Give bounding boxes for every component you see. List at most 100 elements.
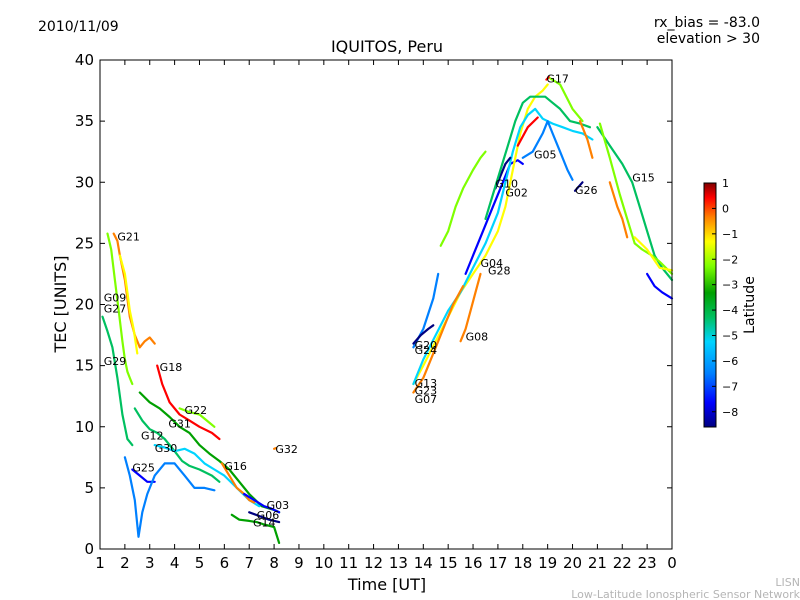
series-line-g03	[243, 492, 281, 514]
series-label: G30	[155, 442, 178, 455]
colorbar-tick-label: −5	[722, 330, 738, 343]
footer-network: Low-Latitude Ionospheric Sensor Network	[571, 588, 800, 600]
colorbar-tick-label: 1	[722, 177, 729, 190]
y-tick-label: 5	[84, 479, 94, 497]
series-label: G04	[481, 257, 504, 270]
series-line-g18	[156, 364, 221, 441]
x-tick-label: 20	[563, 554, 582, 572]
x-tick-label: 17	[488, 554, 507, 572]
series-label: G22	[185, 404, 208, 417]
date-label: 2010/11/09	[38, 19, 119, 35]
colorbar: 1 0 −1 −2 −3 −4 −5 −6 −7 −8 Latitude	[703, 177, 758, 428]
bias-label: rx_bias = -83.0	[654, 15, 760, 31]
series-line-g32	[273, 447, 278, 450]
y-tick-label: 35	[75, 112, 94, 130]
colorbar-tick-label: 0	[722, 202, 729, 215]
series-label: G05	[534, 148, 557, 161]
series-line-g22	[178, 407, 216, 428]
series-line-g29	[101, 315, 134, 447]
series-label: G12	[141, 430, 164, 443]
series-line-g15e	[645, 272, 674, 300]
series-label: G21	[117, 230, 140, 243]
x-tick-label: 10	[314, 554, 333, 572]
series-line-g18b	[516, 116, 539, 147]
series-label: G16	[224, 460, 247, 473]
series-label: G02	[505, 186, 528, 199]
footer-lisn: LISN	[775, 576, 800, 589]
series-line-g17b	[548, 77, 584, 123]
series-label: G27	[104, 302, 127, 315]
x-tick-label: 16	[463, 554, 482, 572]
x-tick-label: 7	[244, 554, 254, 572]
series-label: G24	[415, 344, 438, 357]
series-line-g17	[545, 75, 551, 81]
series-label: G28	[488, 264, 511, 277]
series-label: G10	[495, 178, 518, 191]
series-label: G23	[415, 384, 438, 397]
series-line-g16	[220, 462, 256, 504]
series-label: G03	[267, 499, 290, 512]
y-tick-label: 15	[75, 357, 94, 375]
x-tick-label: 1	[95, 554, 105, 572]
series-line-g24	[412, 324, 435, 345]
series-line-g08	[459, 272, 482, 343]
series-label: G31	[168, 417, 191, 430]
series-label: G14	[253, 516, 276, 529]
series-label: G13	[415, 377, 438, 390]
x-tick-label: 4	[170, 554, 180, 572]
x-tick-label: 13	[389, 554, 408, 572]
colorbar-tick-label: −8	[722, 406, 738, 419]
x-tick-label: 21	[588, 554, 607, 572]
series-label: G06	[257, 509, 280, 522]
series-line-g20b	[578, 119, 594, 159]
y-tick-label: 25	[75, 234, 94, 252]
y-axis-label: TEC [UNITS]	[51, 256, 70, 354]
series-layer	[101, 75, 674, 545]
series-line-g13	[412, 83, 549, 386]
series-label: G32	[275, 443, 298, 456]
x-tick-label: 0	[667, 554, 677, 572]
x-tick-label: 6	[220, 554, 230, 572]
x-tick-label: 2	[120, 554, 130, 572]
series-line-g04	[439, 150, 487, 247]
x-tick-label: 9	[294, 554, 304, 572]
series-line-g09	[106, 232, 134, 386]
colorbar-label: Latitude	[742, 276, 758, 334]
y-tick-label: 40	[75, 51, 94, 69]
colorbar-tick-label: −3	[722, 279, 738, 292]
colorbar-gradient	[703, 182, 717, 428]
chart-title: IQUITOS, Peru	[331, 37, 443, 56]
x-tick-label: 23	[638, 554, 657, 572]
series-line-g15d	[633, 236, 674, 272]
series-label: G15	[632, 172, 655, 185]
series-label: G17	[546, 73, 569, 86]
series-label: G08	[466, 331, 489, 344]
x-tick-label: 8	[269, 554, 279, 572]
y-tick-label: 10	[75, 418, 94, 436]
elevation-label: elevation > 30	[657, 31, 760, 47]
series-label: G26	[575, 184, 598, 197]
series-line-g15	[596, 126, 674, 282]
x-tick-label: 12	[364, 554, 383, 572]
series-label: G07	[415, 393, 438, 406]
x-tick-label: 15	[439, 554, 458, 572]
series-label: G20	[415, 339, 438, 352]
x-tick-label: 5	[195, 554, 205, 572]
colorbar-tick-label: −1	[722, 228, 738, 241]
x-tick-label: 14	[414, 554, 433, 572]
series-line-g05	[521, 119, 574, 181]
x-tick-label: 3	[145, 554, 155, 572]
series-label: G18	[160, 361, 183, 374]
y-axis: 0 5 10 15 20 25 30 35 40	[75, 51, 672, 558]
x-tick-label: 22	[613, 554, 632, 572]
x-tick-label: 18	[513, 554, 532, 572]
series-line-g07	[412, 285, 465, 394]
series-line-g06	[248, 511, 281, 524]
colorbar-ticks: 1 0 −1 −2 −3 −4 −5 −6 −7 −8	[712, 177, 738, 419]
colorbar-tick-label: −7	[722, 380, 738, 393]
series-line-g15c	[608, 181, 629, 239]
series-line-g14	[230, 513, 281, 545]
